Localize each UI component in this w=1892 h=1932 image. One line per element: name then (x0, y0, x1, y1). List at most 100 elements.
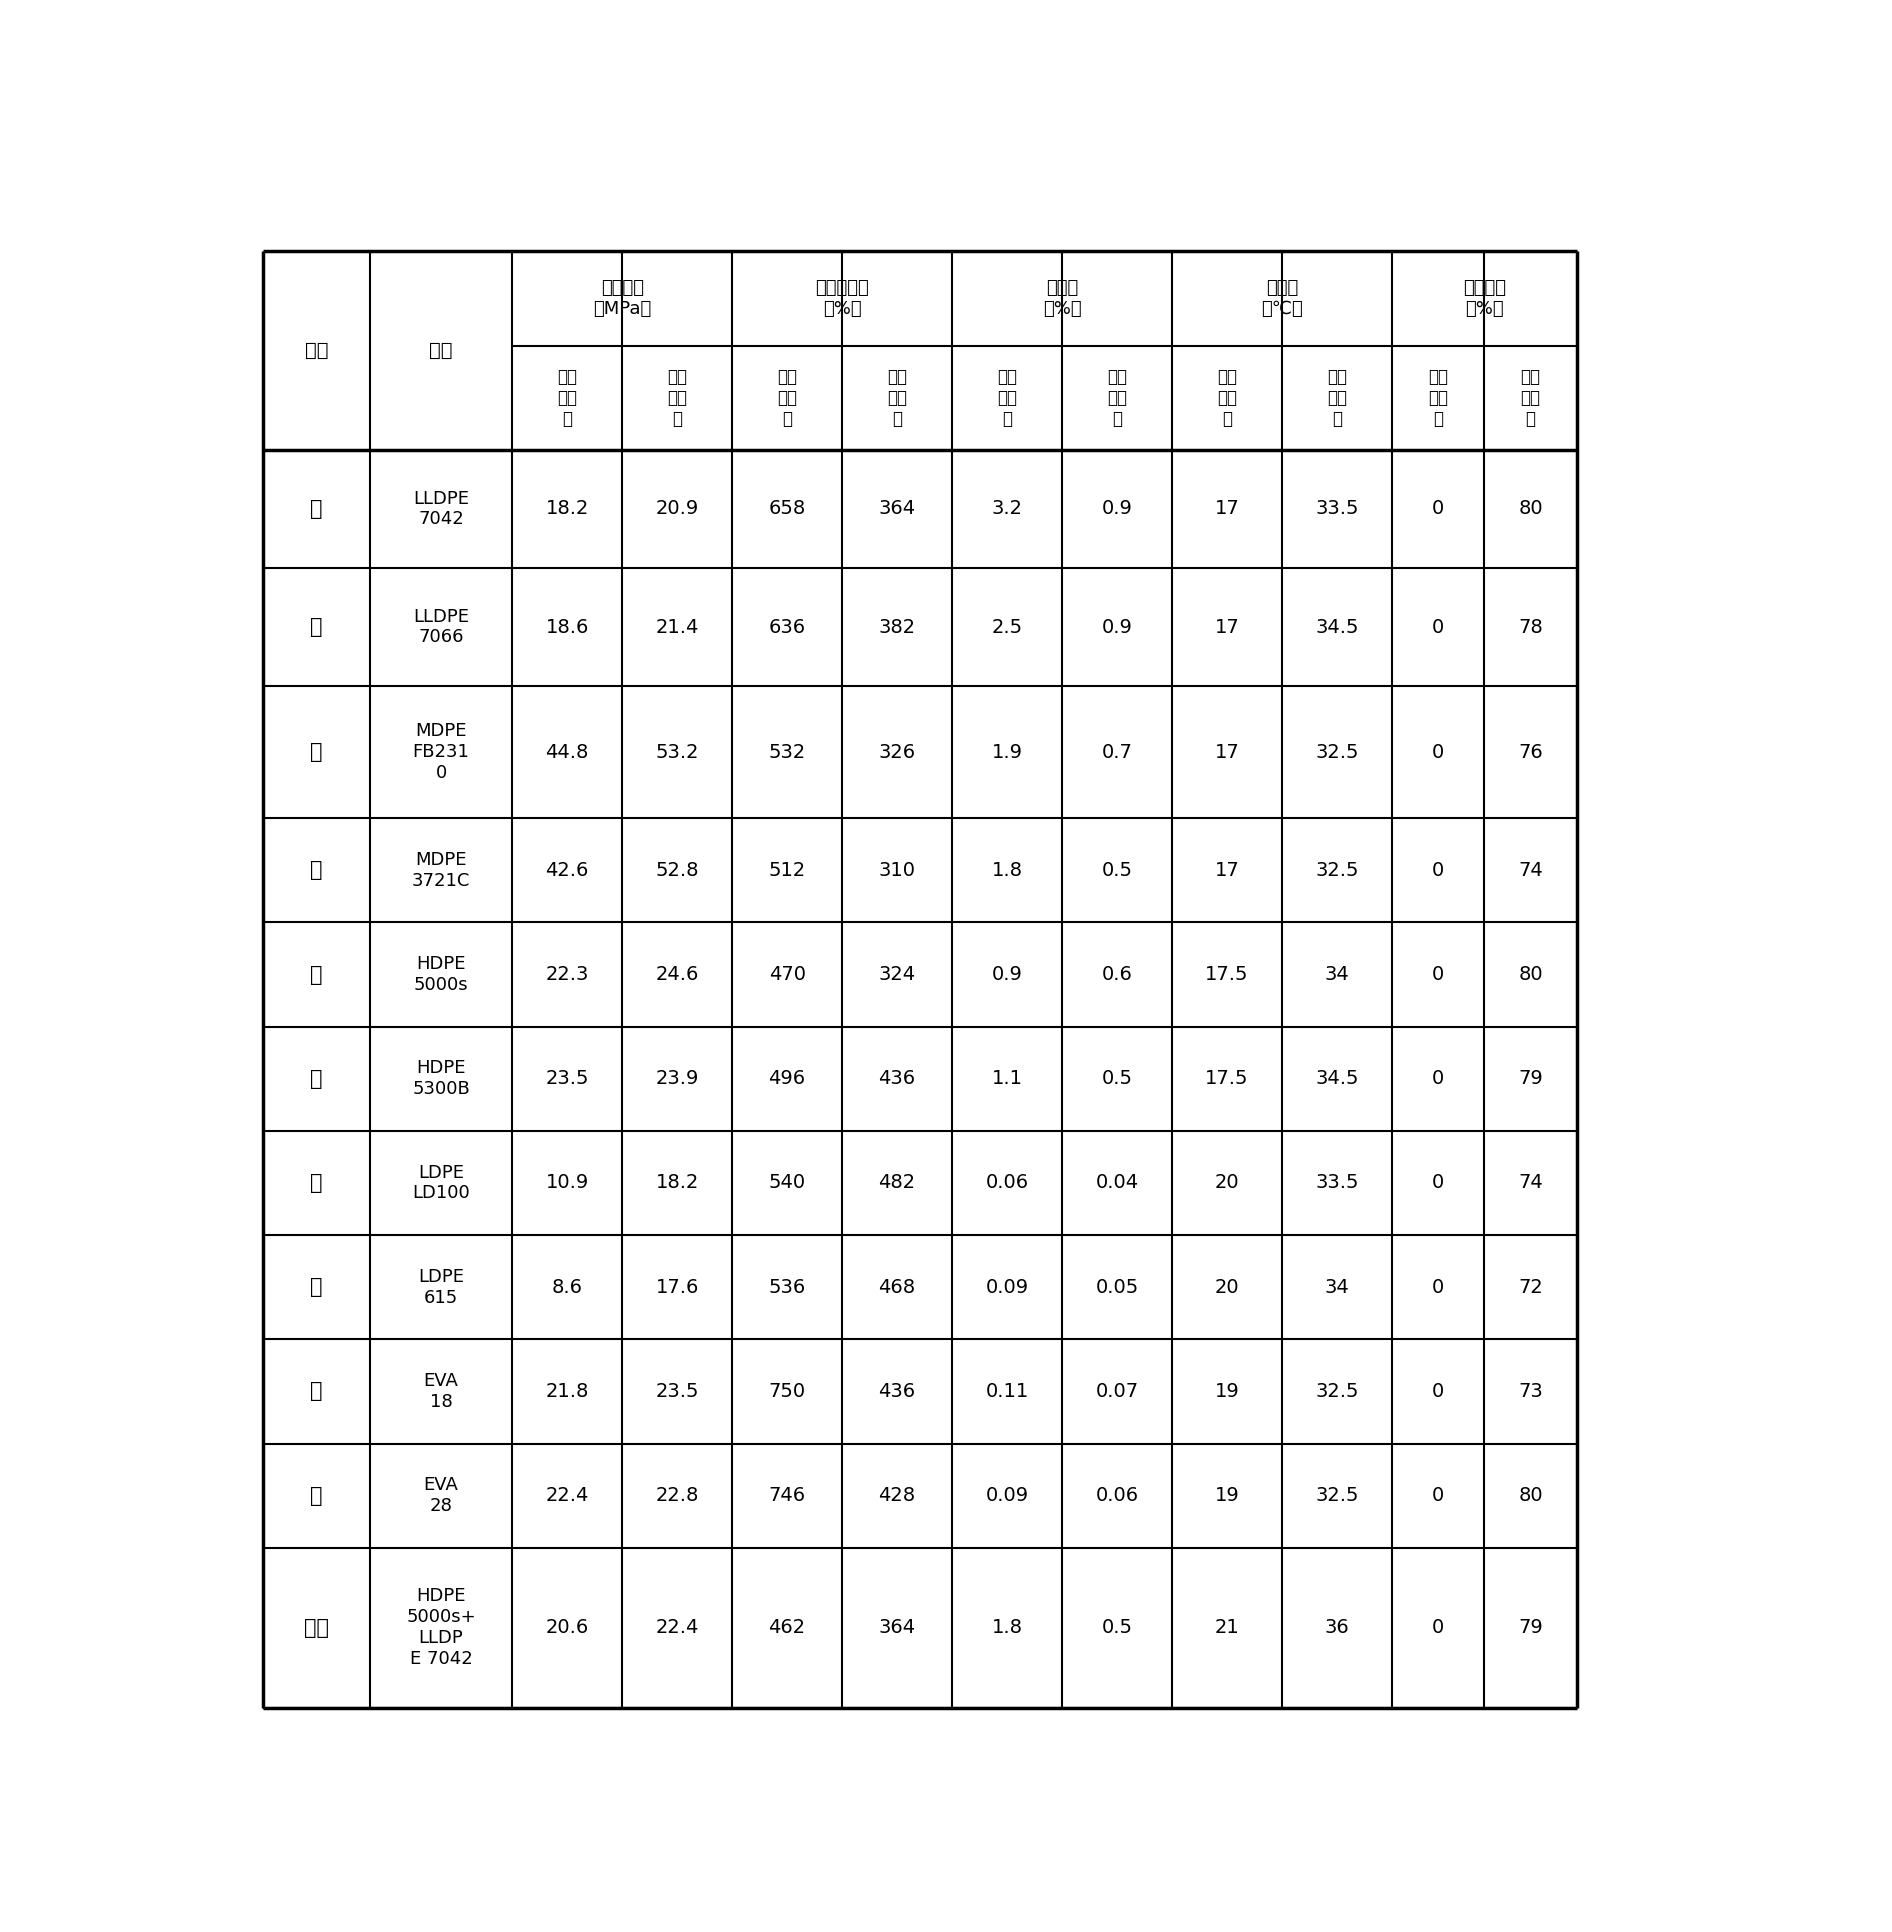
Text: 20: 20 (1215, 1173, 1239, 1192)
Text: 32.5: 32.5 (1315, 862, 1358, 879)
Text: 六: 六 (310, 1068, 324, 1090)
Text: 80: 80 (1517, 964, 1542, 983)
Text: 746: 746 (768, 1486, 806, 1505)
Text: 0.07: 0.07 (1095, 1381, 1139, 1401)
Text: 九: 九 (310, 1381, 324, 1401)
Text: 20: 20 (1215, 1277, 1239, 1296)
Text: LLDPE
7066: LLDPE 7066 (412, 609, 469, 647)
Text: 七: 七 (310, 1173, 324, 1192)
Text: LLDPE
7042: LLDPE 7042 (412, 489, 469, 527)
Text: 21: 21 (1215, 1619, 1239, 1636)
Text: 22.3: 22.3 (545, 964, 588, 983)
Text: 凝胶含量
（%）: 凝胶含量 （%） (1463, 278, 1506, 319)
Text: 42.6: 42.6 (545, 862, 588, 879)
Text: 24.6: 24.6 (655, 964, 698, 983)
Text: 一: 一 (310, 498, 324, 520)
Text: 五: 五 (310, 964, 324, 985)
Text: 树脂: 树脂 (429, 342, 452, 359)
Text: 微波
诱导
前: 微波 诱导 前 (778, 367, 797, 427)
Text: HDPE
5000s: HDPE 5000s (414, 954, 469, 993)
Text: 实验: 实验 (305, 342, 327, 359)
Text: 636: 636 (768, 618, 806, 636)
Text: 73: 73 (1517, 1381, 1542, 1401)
Text: 79: 79 (1517, 1068, 1542, 1088)
Text: 十一: 十一 (305, 1617, 329, 1638)
Text: EVA
18: EVA 18 (424, 1372, 458, 1410)
Text: 0: 0 (1432, 862, 1444, 879)
Text: 79: 79 (1517, 1619, 1542, 1636)
Text: 微波
诱导
前: 微波 诱导 前 (997, 367, 1018, 427)
Text: 0: 0 (1432, 1173, 1444, 1192)
Text: 氧指数
（℃）: 氧指数 （℃） (1262, 278, 1304, 319)
Text: 1.9: 1.9 (991, 742, 1022, 761)
Text: 17.5: 17.5 (1205, 1068, 1249, 1088)
Text: 微波
诱导
后: 微波 诱导 后 (1326, 367, 1347, 427)
Text: 658: 658 (768, 500, 806, 518)
Text: 四: 四 (310, 860, 324, 881)
Text: 34.5: 34.5 (1315, 1068, 1358, 1088)
Text: 326: 326 (878, 742, 916, 761)
Text: 536: 536 (768, 1277, 806, 1296)
Text: HDPE
5300B: HDPE 5300B (412, 1059, 469, 1097)
Text: 32.5: 32.5 (1315, 1486, 1358, 1505)
Text: 0.5: 0.5 (1101, 862, 1133, 879)
Text: 0: 0 (1432, 1277, 1444, 1296)
Text: 微波
诱导
前: 微波 诱导 前 (1217, 367, 1237, 427)
Text: 微波
诱导
前: 微波 诱导 前 (1428, 367, 1447, 427)
Text: 19: 19 (1215, 1381, 1239, 1401)
Text: 33.5: 33.5 (1315, 1173, 1358, 1192)
Text: 34: 34 (1324, 1277, 1349, 1296)
Text: 462: 462 (768, 1619, 806, 1636)
Text: 310: 310 (878, 862, 916, 879)
Text: 17: 17 (1215, 618, 1239, 636)
Text: 36: 36 (1324, 1619, 1349, 1636)
Text: 断裂伸长率
（%）: 断裂伸长率 （%） (815, 278, 868, 319)
Text: 2.5: 2.5 (991, 618, 1022, 636)
Text: 44.8: 44.8 (545, 742, 588, 761)
Text: 18.2: 18.2 (655, 1173, 698, 1192)
Text: 吸水率
（%）: 吸水率 （%） (1042, 278, 1082, 319)
Text: 0.9: 0.9 (1101, 500, 1133, 518)
Text: 0.5: 0.5 (1101, 1068, 1133, 1088)
Text: 532: 532 (768, 742, 806, 761)
Text: 428: 428 (878, 1486, 916, 1505)
Text: 17: 17 (1215, 742, 1239, 761)
Text: 八: 八 (310, 1277, 324, 1296)
Text: 468: 468 (878, 1277, 916, 1296)
Text: 1.1: 1.1 (991, 1068, 1022, 1088)
Text: 0: 0 (1432, 1068, 1444, 1088)
Text: 18.6: 18.6 (545, 618, 588, 636)
Text: 53.2: 53.2 (655, 742, 698, 761)
Text: 750: 750 (768, 1381, 806, 1401)
Text: 17.6: 17.6 (655, 1277, 698, 1296)
Text: 微波
诱导
后: 微波 诱导 后 (1521, 367, 1540, 427)
Text: 0: 0 (1432, 1619, 1444, 1636)
Text: 0: 0 (1432, 742, 1444, 761)
Text: 78: 78 (1517, 618, 1542, 636)
Text: 470: 470 (768, 964, 806, 983)
Text: 23.5: 23.5 (545, 1068, 588, 1088)
Text: MDPE
3721C: MDPE 3721C (412, 850, 471, 891)
Text: 23.9: 23.9 (655, 1068, 698, 1088)
Text: 436: 436 (878, 1381, 916, 1401)
Text: 二: 二 (310, 616, 324, 638)
Text: 21.8: 21.8 (545, 1381, 588, 1401)
Text: 34: 34 (1324, 964, 1349, 983)
Text: 1.8: 1.8 (991, 862, 1022, 879)
Text: 22.8: 22.8 (655, 1486, 698, 1505)
Text: 微波
诱导
后: 微波 诱导 后 (887, 367, 906, 427)
Text: 微波
诱导
后: 微波 诱导 后 (1107, 367, 1128, 427)
Text: 0.11: 0.11 (986, 1381, 1029, 1401)
Text: 0.05: 0.05 (1095, 1277, 1139, 1296)
Text: 0.7: 0.7 (1101, 742, 1133, 761)
Text: 74: 74 (1517, 1173, 1542, 1192)
Text: 0: 0 (1432, 1381, 1444, 1401)
Text: 0: 0 (1432, 618, 1444, 636)
Text: 0.09: 0.09 (986, 1277, 1029, 1296)
Text: 微波
诱导
前: 微波 诱导 前 (556, 367, 577, 427)
Text: 0.06: 0.06 (986, 1173, 1029, 1192)
Text: 52.8: 52.8 (655, 862, 698, 879)
Text: 三: 三 (310, 742, 324, 761)
Text: MDPE
FB231
0: MDPE FB231 0 (412, 723, 469, 782)
Text: 512: 512 (768, 862, 806, 879)
